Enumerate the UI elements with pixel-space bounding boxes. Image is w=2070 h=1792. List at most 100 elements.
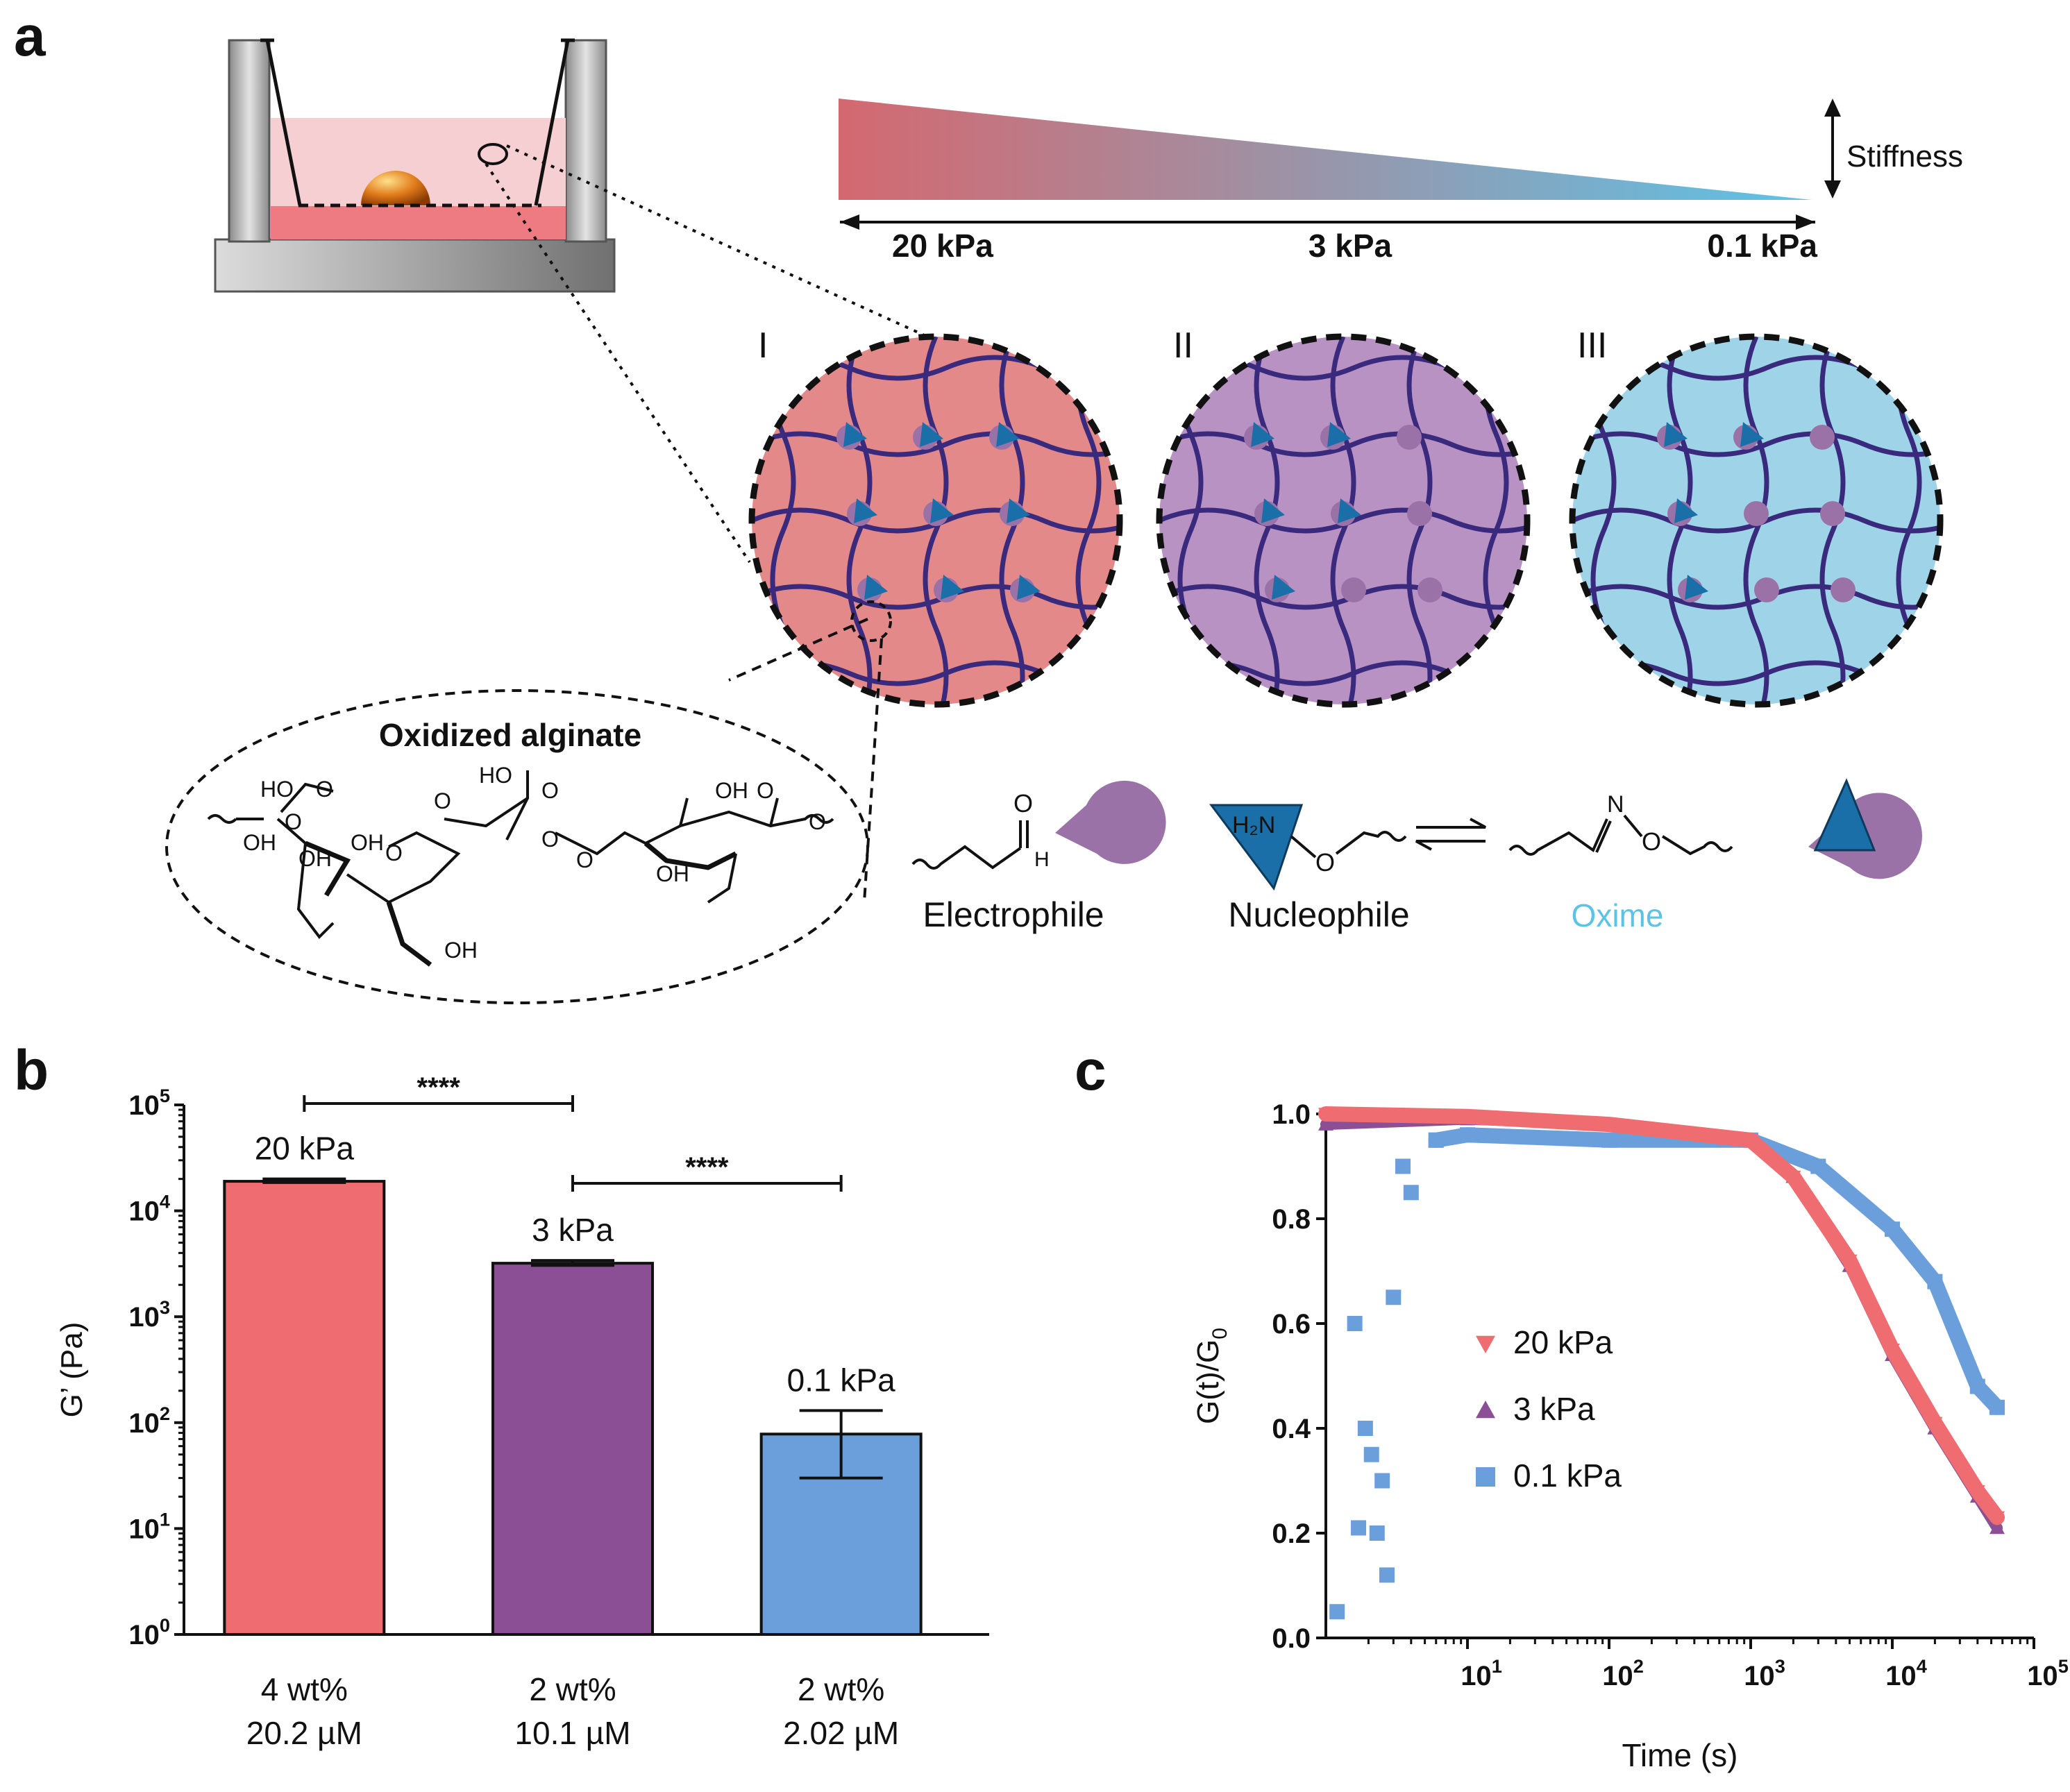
category-label-line2: 2.02 µM [783,1715,899,1751]
data-point [1351,1520,1367,1536]
atom-label: O [385,840,403,865]
data-point [1969,1378,1985,1394]
electrophile-site [1397,425,1422,450]
data-point [1428,1132,1444,1148]
electrophile-h: H [1034,848,1050,871]
data-point [1743,1133,1758,1148]
electrophile-site [1810,425,1835,450]
bar-value-label: 3 kPa [532,1212,614,1248]
y-tick-label: 0.2 [1272,1519,1311,1549]
atom-label: O [576,847,594,872]
category-label-line1: 2 wt% [529,1671,616,1707]
scatter-chart: 0.0 0.2 0.4 0.6 0.8 1.0 101 102 103 104 105 Time (s… [1191,1099,2069,1773]
data-point [1885,1222,1900,1237]
y-tick-label: 0.6 [1272,1309,1311,1339]
legend: 20 kPa 3 kPa 0.1 kPa [1476,1324,1622,1494]
data-point [1386,1290,1402,1305]
nucleophile-label: Nucleophile [1228,895,1409,934]
data-point [1785,1170,1801,1185]
fiber [923,337,949,704]
data-point [1989,1399,2005,1415]
panel-label-a: a [14,5,47,68]
electrophile-label: Electrophile [923,895,1104,934]
bar [491,1262,654,1636]
data-point [1357,1421,1373,1436]
network-label-ii: II [1173,326,1193,366]
category-label-line2: 10.1 µM [514,1715,630,1751]
data-point [1601,1132,1617,1148]
electrophile-site [1744,501,1769,526]
atom-label: HO [260,777,294,802]
atom-label: O [285,809,302,834]
data-point [1842,1254,1858,1269]
significance-label: **** [685,1152,729,1183]
network-1 [752,337,1120,704]
atom-label: OH [444,938,478,963]
atom-label: OH [351,830,384,855]
data-point [1329,1604,1345,1620]
oxime-n: N [1607,791,1624,818]
data-point [1989,1511,2005,1525]
nucleophile-molecule: H₂N O Nucleophile [1209,804,1410,934]
fiber [1330,337,1356,704]
atom-label: O [757,778,774,803]
y-tick-label: 101 [128,1508,170,1544]
electrophile-o: O [1013,789,1033,818]
electrophile-icon [1055,780,1166,864]
fiber [846,337,873,704]
nucleophile-site [1261,498,1285,523]
data-point [1460,1127,1475,1143]
significance-label: **** [417,1072,461,1103]
gradient-tick-20kpa: 20 kPa [892,228,993,264]
fiber [1743,337,1769,704]
fiber [1819,337,1846,704]
hydrogel-networks: I II III [748,326,1944,708]
data-point [1601,1118,1617,1133]
series-2 [1329,1127,2005,1620]
stiffness-label: Stiffness [1846,140,1963,174]
atom-label: OH [656,861,689,886]
series-band [1318,1106,2005,1525]
category-label-line2: 20.2 µM [246,1715,362,1751]
fiber [1159,507,1527,534]
stiffness-gradient: Stiffness 20 kPa 3 kPa 0.1 kPa [839,99,1963,264]
y-tick-label: 103 [128,1296,170,1333]
oxime-molecule: N O Oxime [1508,778,1922,933]
y-axis-label: G(t)/G0 [1191,1328,1231,1424]
nucleophile-site [1327,422,1351,447]
chemistry-legend: O H Electrophile H₂N O Nucleophile N O [911,778,1922,934]
series-0 [1318,1106,2005,1525]
alginate-label: Oxidized alginate [379,717,641,753]
data-point [1927,1417,1943,1431]
legend-label: 20 kPa [1513,1324,1613,1360]
y-tick-label: 100 [128,1614,170,1650]
electrophile-site [1341,577,1366,602]
nucleophile-site [1740,422,1764,447]
nucleophile-site [1338,498,1361,523]
data-point [1460,1110,1475,1124]
data-point [1969,1485,1985,1499]
fiber [999,337,1025,704]
data-point [1885,1343,1900,1358]
atom-label: O [541,827,559,852]
bar-value-label: 20 kPa [255,1131,355,1167]
data-point [1810,1158,1826,1174]
y-tick-label: 1.0 [1272,1099,1311,1130]
data-point [1403,1185,1419,1201]
fiber [1159,431,1527,457]
nucleophile-site [1685,575,1708,600]
bar-chart: 100 101 102 103 104 105 G’ (Pa) 20 kPa 4 wt% 20.2… [55,1072,989,1751]
fiber [752,431,1120,457]
gradient-tick-0p1kpa: 0.1 kPa [1707,228,1817,264]
electrophile-site [1754,577,1779,602]
data-point [1374,1473,1390,1489]
category-label-line1: 2 wt% [798,1671,884,1707]
panel-label-c: c [1075,1039,1106,1102]
x-axis-label: Time (s) [1622,1737,1738,1773]
bar [223,1180,386,1637]
oxime-o: O [1642,827,1661,856]
y-tick-label: 102 [128,1403,170,1439]
y-tick-label: 105 [128,1085,170,1121]
electrophile-site [1831,577,1856,602]
